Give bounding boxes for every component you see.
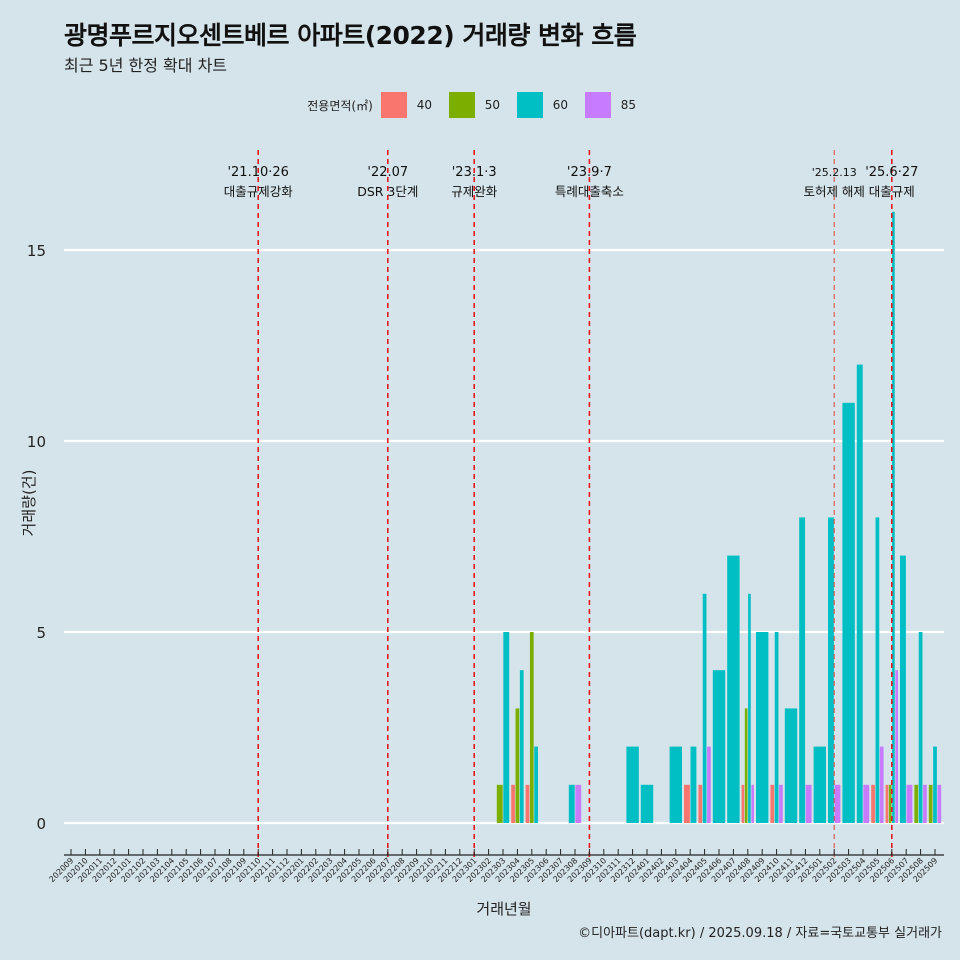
event-date: '25.2.13 — [812, 166, 857, 179]
bar-202509-85 — [937, 784, 942, 823]
bar-202505-40 — [871, 784, 875, 823]
event-date: '23.9·7 — [567, 165, 612, 180]
bar-202405-60 — [702, 593, 707, 823]
bar-202508-60 — [918, 632, 923, 823]
bar-202410-85 — [779, 784, 783, 823]
y-tick-label: 15 — [27, 242, 46, 260]
event-label: 토허제 해제 — [803, 184, 864, 199]
footer-credit: ©디아파트(dapt.kr) / 2025.09.18 / 자료=국토교통부 실… — [578, 926, 942, 941]
bar-202308-85 — [575, 784, 582, 823]
bar-202408-50 — [744, 708, 748, 823]
bar-202505-60 — [875, 517, 880, 823]
legend-item-40: 40 — [380, 92, 441, 118]
legend-label-85: 85 — [620, 98, 637, 112]
event-date: '23.1·3 — [452, 165, 497, 180]
bar-202401-60 — [640, 784, 654, 823]
bar-202508-85 — [923, 784, 927, 823]
legend-swatch-50 — [448, 92, 475, 118]
bar-202506-50 — [888, 784, 892, 823]
legend-item-60: 60 — [516, 92, 577, 118]
bar-202506-85 — [895, 670, 898, 823]
bar-202504-60 — [856, 364, 863, 823]
bar-202408-85 — [751, 784, 754, 823]
event-label: 규제완화 — [451, 184, 498, 199]
event-label: 대출규제강화 — [224, 184, 294, 199]
bar-202304-40 — [511, 784, 515, 823]
bar-group — [496, 211, 942, 824]
bar-202507-60 — [900, 555, 906, 823]
bar-202303-60 — [503, 632, 510, 823]
legend-swatch-85 — [584, 92, 611, 118]
bar-202502-85 — [834, 784, 841, 823]
bar-202305-50 — [529, 632, 534, 823]
legend: 전용면적(㎡) 40 50 60 85 — [0, 92, 960, 118]
legend-title: 전용면적(㎡) — [307, 98, 373, 113]
bar-202305-40 — [525, 784, 530, 823]
bar-202404-40 — [684, 784, 690, 823]
bar-202409-60 — [756, 632, 769, 823]
bar-202506-40 — [885, 784, 889, 823]
bar-202404-60 — [690, 746, 697, 823]
bar-202408-60 — [748, 593, 751, 823]
bar-202506-60 — [892, 211, 895, 824]
bar-202411-60 — [784, 708, 798, 823]
bar-202403-60 — [669, 746, 682, 823]
legend-label-60: 60 — [552, 98, 569, 112]
event-date: '25.6·27 — [865, 165, 918, 180]
bar-202305-60 — [534, 746, 538, 823]
bar-202406-60 — [712, 670, 726, 823]
event-date: '21.10·26 — [227, 165, 288, 180]
event-label: 특례대출축소 — [555, 184, 624, 199]
chart-subtitle: 최근 5년 한정 확대 차트 — [64, 56, 228, 75]
bar-202508-50 — [914, 784, 919, 823]
bar-202304-60 — [519, 670, 524, 823]
chart-title: 광명푸르지오센트베르 아파트(2022) 거래량 변화 흐름 — [64, 21, 637, 50]
bar-202501-60 — [813, 746, 826, 823]
y-tick-label: 5 — [36, 624, 46, 642]
bar-202405-40 — [698, 784, 703, 823]
legend-item-85: 85 — [584, 92, 645, 118]
bar-202412-60 — [799, 517, 806, 823]
bar-202408-40 — [741, 784, 745, 823]
bar-202303-50 — [496, 784, 503, 823]
bar-202504-85 — [863, 784, 870, 823]
bar-202405-85 — [707, 746, 711, 823]
bar-202502-60 — [828, 517, 834, 823]
event-date: '22.07 — [367, 165, 408, 180]
legend-swatch-60 — [516, 92, 543, 118]
legend-label-50: 50 — [484, 98, 501, 112]
legend-item-50: 50 — [448, 92, 509, 118]
y-tick-label: 10 — [27, 433, 46, 451]
legend-swatch-40 — [380, 92, 407, 118]
event-lines: '21.10·26 대출규제강화 '22.07 DSR 3단계 '23.1·3 규제완화 '… — [224, 150, 918, 858]
bar-202410-60 — [774, 632, 779, 823]
bar-202407-60 — [727, 555, 740, 823]
bar-202509-50 — [928, 784, 933, 823]
y-axis-label: 거래량(건) — [20, 470, 38, 537]
bar-202410-40 — [770, 784, 775, 823]
x-axis: 2020092020102020112020122021012021022021… — [47, 849, 944, 884]
bar-202505-85 — [879, 746, 884, 823]
y-tick-label: 0 — [36, 815, 46, 833]
bar-202312-60 — [626, 746, 639, 823]
bar-202308-60 — [568, 784, 575, 823]
bar-202304-50 — [515, 708, 520, 823]
bar-202509-60 — [933, 746, 937, 823]
event-label: 대출규제 — [869, 184, 915, 199]
bar-202507-85 — [906, 784, 913, 823]
x-axis-label: 거래년월 — [476, 900, 531, 918]
event-label: DSR 3단계 — [357, 184, 418, 199]
bar-202412-85 — [805, 784, 812, 823]
legend-label-40: 40 — [416, 98, 433, 112]
y-axis: 0 5 10 15 — [27, 242, 46, 833]
bar-202503-60 — [842, 402, 855, 823]
